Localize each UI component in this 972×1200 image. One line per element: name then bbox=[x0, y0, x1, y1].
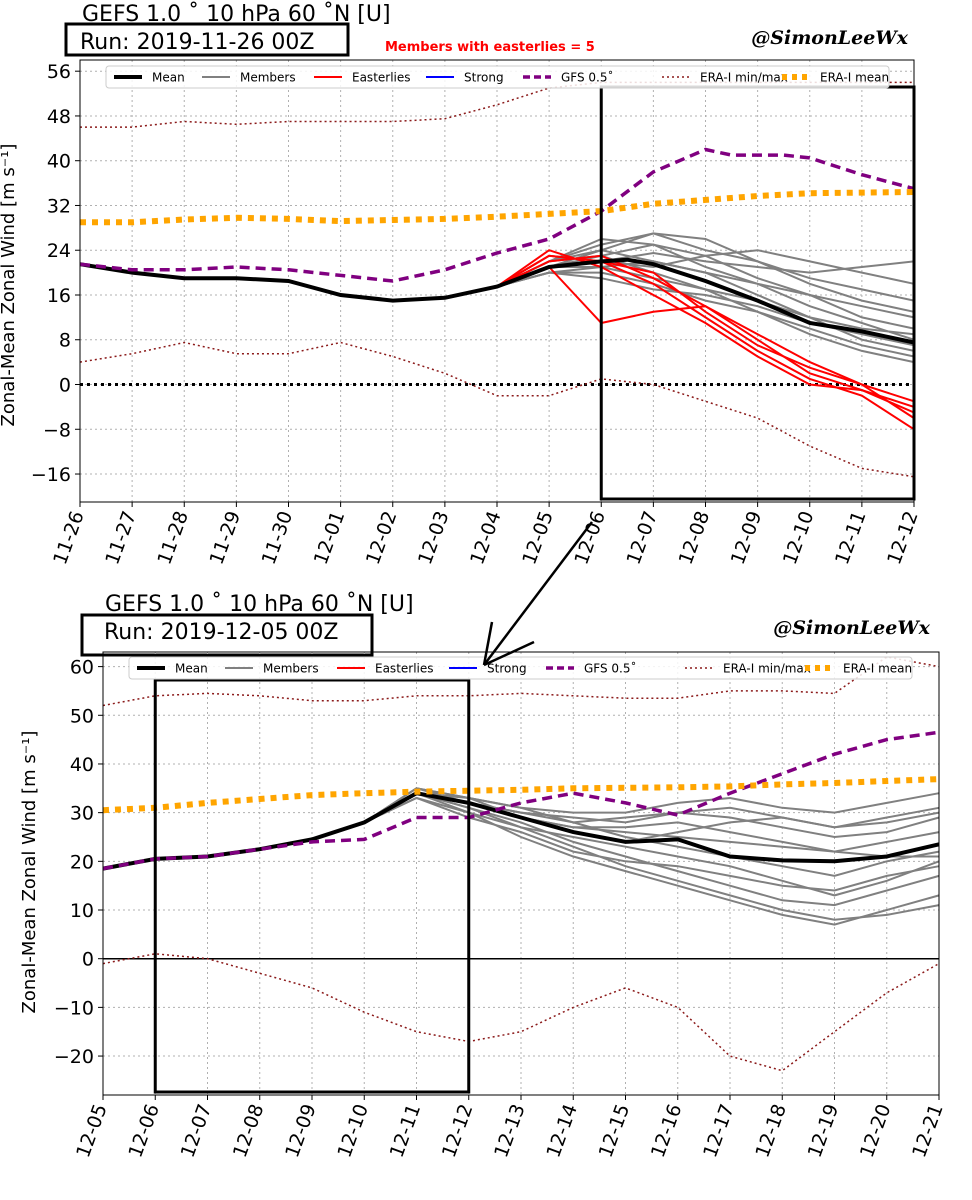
bottom-x-tick-label: 12-17 bbox=[699, 1101, 739, 1160]
bottom-x-tick-label: 12-05 bbox=[72, 1101, 112, 1160]
bottom-x-tick-label: 12-11 bbox=[386, 1101, 426, 1160]
bottom-y-tick-label: 10 bbox=[70, 900, 94, 922]
top-x-tick-label: 12-01 bbox=[310, 508, 350, 567]
bottom-x-tick-label: 12-20 bbox=[856, 1101, 896, 1160]
top-y-tick-label: 24 bbox=[47, 240, 71, 262]
bottom-chart-title: GEFS 1.0 ˚ 10 hPa 60 ˚N [U] bbox=[105, 592, 414, 617]
bottom-series-era-i-min bbox=[102, 953, 940, 1072]
top-legend-label: GFS 0.5˚ bbox=[561, 70, 614, 85]
bottom-legend-label: ERA-I mean bbox=[843, 662, 912, 676]
top-y-tick-label: 8 bbox=[59, 330, 71, 352]
top-x-tick-label: 12-12 bbox=[883, 508, 923, 567]
bottom-legend-label: Strong bbox=[487, 662, 527, 676]
top-legend-label: Members bbox=[240, 71, 296, 85]
bottom-x-tick-label: 12-10 bbox=[333, 1101, 373, 1160]
top-y-tick-label: 0 bbox=[59, 375, 71, 397]
top-x-tick-label: 12-09 bbox=[727, 508, 767, 567]
top-run-label: Run: 2019-11-26 00Z bbox=[80, 30, 315, 55]
top-y-tick-label: 32 bbox=[47, 195, 71, 217]
bottom-series-mean bbox=[102, 791, 940, 871]
bottom-x-tick-label: 12-18 bbox=[751, 1101, 791, 1160]
top-legend-label: Easterlies bbox=[352, 71, 411, 85]
bottom-x-tick-label: 12-07 bbox=[177, 1101, 217, 1160]
top-x-tick-label: 11-29 bbox=[206, 508, 246, 567]
bottom-credit: @SimonLeeWx bbox=[773, 617, 930, 639]
bottom-y-tick-label: 50 bbox=[70, 705, 94, 727]
top-x-tick-label: 12-11 bbox=[831, 508, 871, 567]
top-legend-label: Strong bbox=[464, 71, 504, 85]
top-y-tick-label: 48 bbox=[47, 106, 71, 128]
top-y-axis-label: Zonal-Mean Zonal Wind [m s⁻¹] bbox=[0, 144, 19, 427]
top-series-era-i-min bbox=[79, 341, 915, 478]
top-x-tick-label: 12-06 bbox=[570, 508, 610, 567]
bottom-y-tick-label: −20 bbox=[54, 1046, 94, 1068]
top-credit: @SimonLeeWx bbox=[751, 27, 908, 49]
bottom-y-tick-label: −10 bbox=[54, 997, 94, 1019]
bottom-legend-label: Easterlies bbox=[375, 662, 434, 676]
top-x-tick-label: 11-28 bbox=[153, 508, 193, 567]
bottom-x-tick-label: 12-16 bbox=[647, 1101, 687, 1160]
top-x-tick-label: 11-27 bbox=[101, 508, 141, 567]
top-y-tick-label: 56 bbox=[47, 61, 71, 83]
bottom-legend-label: Members bbox=[263, 662, 319, 676]
top-x-tick-label: 12-02 bbox=[362, 508, 402, 567]
top-x-tick-label: 12-10 bbox=[779, 508, 819, 567]
top-y-tick-label: 16 bbox=[47, 285, 71, 307]
top-legend-label: ERA-I mean bbox=[820, 71, 889, 85]
bottom-run-label-box bbox=[80, 613, 374, 657]
bottom-y-tick-label: 40 bbox=[70, 754, 94, 776]
bottom-highlight-box bbox=[153, 678, 471, 1094]
top-legend-box bbox=[105, 65, 890, 89]
bottom-x-tick-label: 12-14 bbox=[542, 1101, 582, 1160]
bottom-y-axis-label: Zonal-Mean Zonal Wind [m s⁻¹] bbox=[19, 731, 40, 1014]
top-y-tick-label: 40 bbox=[47, 151, 71, 173]
bottom-x-tick-label: 12-19 bbox=[804, 1101, 844, 1160]
top-x-tick-label: 12-07 bbox=[623, 508, 663, 567]
top-run-label-box bbox=[64, 22, 350, 57]
bottom-y-tick-label: 60 bbox=[70, 657, 94, 679]
bottom-legend-box bbox=[128, 656, 913, 680]
bottom-x-tick-label: 12-08 bbox=[229, 1101, 269, 1160]
bottom-run-label: Run: 2019-12-05 00Z bbox=[104, 620, 339, 645]
bottom-x-tick-label: 12-09 bbox=[281, 1101, 321, 1160]
top-y-tick-label: −8 bbox=[43, 419, 71, 441]
top-legend-label: ERA-I min/max bbox=[700, 71, 788, 85]
top-x-tick-label: 12-08 bbox=[675, 508, 715, 567]
top-series-era-i-mean bbox=[80, 189, 915, 226]
top-x-tick-label: 12-03 bbox=[414, 508, 454, 567]
bottom-forecast-panel: GEFS 1.0 ˚ 10 hPa 60 ˚N [U] Run: 2019-12… bbox=[19, 592, 948, 1161]
bottom-y-tick-label: 20 bbox=[70, 851, 94, 873]
bottom-x-tick-label: 12-21 bbox=[908, 1101, 948, 1160]
top-x-tick-label: 11-30 bbox=[258, 508, 298, 567]
bottom-legend-label: Mean bbox=[175, 662, 208, 676]
top-forecast-panel: GEFS 1.0 ˚ 10 hPa 60 ˚N [U] Run: 2019-11… bbox=[0, 2, 923, 568]
top-legend-label: Mean bbox=[152, 71, 185, 85]
bottom-x-tick-label: 12-13 bbox=[490, 1101, 530, 1160]
bottom-series-era-i-mean bbox=[102, 776, 940, 814]
top-x-tick-label: 12-05 bbox=[518, 508, 558, 567]
bottom-series-era-i-max bbox=[102, 656, 940, 707]
top-y-tick-label: −16 bbox=[31, 464, 71, 486]
bottom-x-tick-label: 12-15 bbox=[595, 1101, 635, 1160]
bottom-x-tick-label: 12-12 bbox=[438, 1101, 478, 1160]
bottom-y-tick-label: 30 bbox=[70, 803, 94, 825]
connecting-arrow bbox=[482, 521, 593, 667]
top-x-tick-label: 12-04 bbox=[466, 508, 506, 567]
top-x-tick-label: 11-26 bbox=[49, 508, 89, 567]
bottom-legend-label: GFS 0.5˚ bbox=[584, 661, 637, 676]
bottom-y-tick-label: 0 bbox=[82, 949, 94, 971]
bottom-x-tick-label: 12-06 bbox=[124, 1101, 164, 1160]
easterlies-count-annotation: Members with easterlies = 5 bbox=[385, 40, 595, 55]
bottom-legend-label: ERA-I min/max bbox=[723, 662, 811, 676]
top-series-mean bbox=[79, 257, 915, 345]
